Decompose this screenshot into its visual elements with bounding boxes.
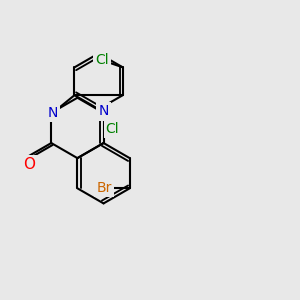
Text: N: N xyxy=(48,106,58,120)
Text: Cl: Cl xyxy=(106,122,119,136)
Text: Cl: Cl xyxy=(95,53,109,68)
Text: N: N xyxy=(98,104,109,118)
Text: Br: Br xyxy=(97,181,112,195)
Text: O: O xyxy=(23,157,35,172)
